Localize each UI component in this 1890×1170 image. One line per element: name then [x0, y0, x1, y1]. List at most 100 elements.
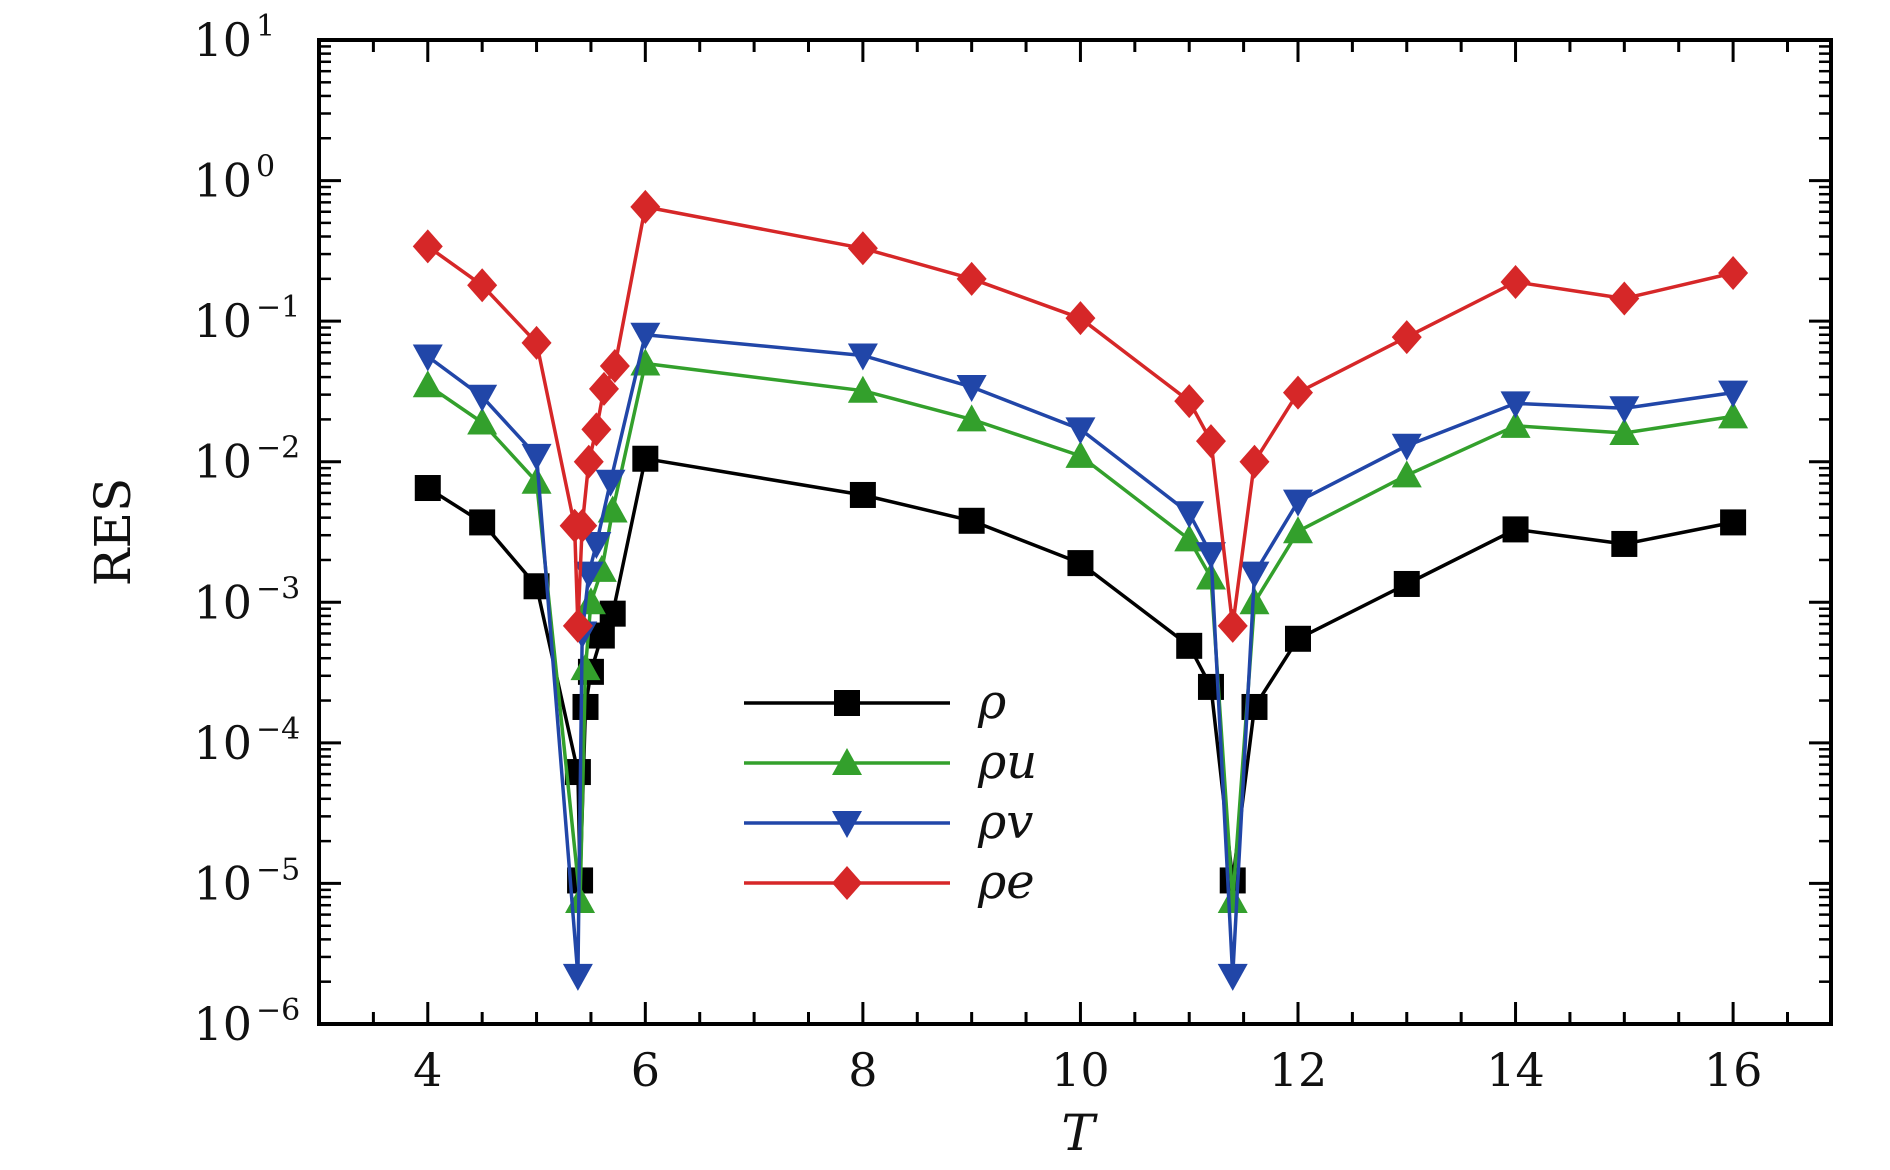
- plot-frame: [317, 38, 1833, 1026]
- data-point: [521, 325, 552, 360]
- y-tick-base: 10: [193, 575, 252, 629]
- data-point: [581, 531, 612, 559]
- data-point: [1282, 375, 1313, 410]
- data-point: [1176, 632, 1203, 659]
- data-point: [562, 608, 593, 643]
- data-point: [956, 375, 987, 403]
- series-group: [412, 189, 1749, 991]
- y-tick-base: 10: [193, 294, 252, 348]
- y-tick-exponent: 1: [256, 9, 275, 44]
- data-point: [1195, 424, 1226, 459]
- data-point: [1195, 542, 1226, 570]
- legend-marker: [834, 690, 860, 716]
- x-tick-label: 10: [1051, 1043, 1110, 1097]
- legend-marker: [832, 866, 862, 900]
- data-point: [1065, 417, 1096, 445]
- y-tick-label: 10 −1: [193, 290, 300, 348]
- data-point: [1282, 489, 1313, 517]
- x-tick-label: 14: [1486, 1043, 1545, 1097]
- legend-label: ρu: [977, 734, 1037, 790]
- data-point: [1217, 608, 1248, 643]
- data-point: [632, 445, 659, 472]
- data-point: [1065, 440, 1096, 468]
- data-point: [1391, 320, 1422, 355]
- data-point: [1609, 281, 1640, 316]
- data-point: [412, 370, 443, 398]
- data-point: [1239, 561, 1270, 589]
- data-point: [1720, 509, 1747, 536]
- data-point: [581, 412, 612, 447]
- data-point: [562, 963, 593, 991]
- data-point: [521, 443, 552, 471]
- data-point: [1217, 963, 1248, 991]
- legend-marker: [832, 748, 862, 775]
- y-tick-exponent: −3: [256, 571, 300, 606]
- x-tick-label: 8: [848, 1043, 877, 1097]
- y-tick-exponent: −5: [256, 852, 300, 887]
- legend-label: ρv: [977, 794, 1033, 850]
- y-tick-base: 10: [193, 13, 252, 67]
- data-point: [630, 348, 661, 376]
- data-point: [588, 371, 619, 406]
- y-tick-exponent: −2: [256, 431, 300, 466]
- y-tick-exponent: −1: [256, 290, 300, 325]
- data-point: [1239, 444, 1270, 479]
- legend-entry: ρv: [744, 794, 1033, 850]
- legend-entry: ρ: [744, 674, 1006, 730]
- x-tick-label: 12: [1269, 1043, 1328, 1097]
- data-point: [956, 404, 987, 432]
- data-point: [1611, 530, 1638, 557]
- data-point: [573, 444, 604, 479]
- series-3: [412, 322, 1749, 991]
- data-point: [1718, 256, 1749, 291]
- data-point: [599, 348, 630, 383]
- axis-ticks: [319, 38, 1831, 1026]
- data-point: [1502, 516, 1529, 543]
- data-point: [1500, 410, 1531, 438]
- y-tick-base: 10: [193, 154, 252, 208]
- data-point: [1174, 384, 1205, 419]
- data-point: [1065, 301, 1096, 336]
- y-tick-base: 10: [193, 997, 252, 1051]
- y-tick-base: 10: [193, 856, 252, 910]
- y-tick-label: 10 0: [193, 150, 275, 208]
- data-point: [521, 466, 552, 494]
- data-point: [1609, 418, 1640, 446]
- data-point: [1282, 516, 1313, 544]
- data-point: [958, 507, 985, 534]
- y-tick-base: 10: [193, 716, 252, 770]
- x-tick-label: 4: [413, 1043, 442, 1097]
- data-point: [1067, 550, 1094, 577]
- legend-entry: ρu: [744, 734, 1037, 790]
- y-tick-label: 10 −5: [193, 852, 300, 910]
- data-point: [567, 508, 598, 543]
- data-point: [956, 261, 987, 296]
- data-point: [412, 344, 443, 372]
- y-tick-label: 10 1: [193, 9, 275, 67]
- y-tick-exponent: −6: [256, 993, 300, 1028]
- data-point: [467, 407, 498, 435]
- y-tick-label: 10 −4: [193, 712, 300, 770]
- legend-label: ρ: [977, 674, 1006, 730]
- data-point: [597, 495, 628, 523]
- data-point: [1391, 460, 1422, 488]
- data-point: [1718, 380, 1749, 408]
- data-point: [467, 268, 498, 303]
- data-point: [847, 231, 878, 266]
- data-point: [467, 384, 498, 412]
- data-point: [847, 375, 878, 403]
- data-point: [469, 509, 496, 536]
- data-point: [630, 322, 661, 350]
- data-point: [1174, 501, 1205, 529]
- y-tick-label: 10 −2: [193, 431, 300, 489]
- legend-marker: [832, 811, 862, 838]
- data-point: [1500, 264, 1531, 299]
- data-point: [1500, 391, 1531, 419]
- y-tick-exponent: 0: [256, 150, 275, 185]
- series-4: [412, 189, 1749, 643]
- y-tick-exponent: −4: [256, 712, 300, 747]
- data-point: [1217, 885, 1248, 913]
- data-point: [414, 475, 441, 502]
- y-tick-label: 10 −3: [193, 571, 300, 629]
- data-point: [570, 653, 601, 681]
